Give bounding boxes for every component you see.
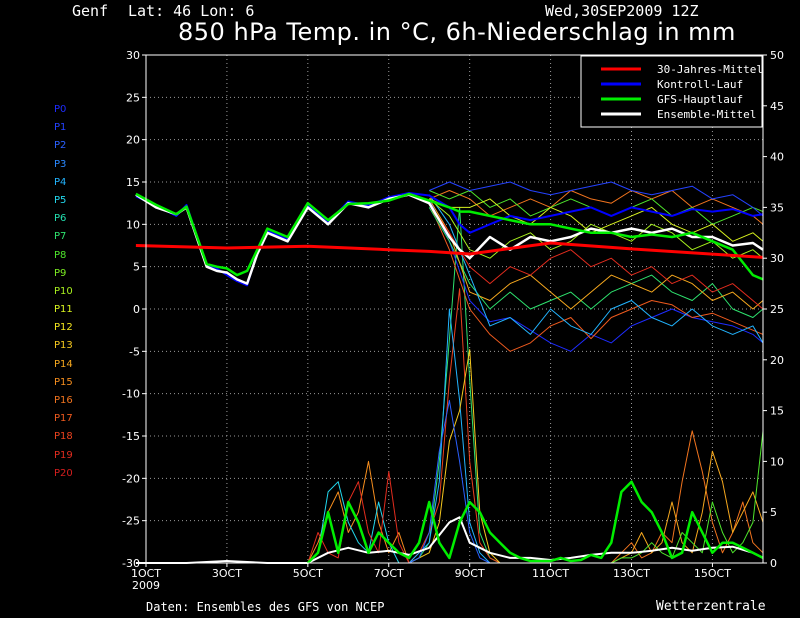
member-label-p2: P2 (54, 140, 67, 152)
precip-series-p-early-2 (307, 481, 409, 564)
temp-series-p-cold-4 (428, 198, 764, 310)
y-right-tick-label: 45 (770, 100, 784, 113)
legend-label: Kontroll-Lauf (657, 78, 743, 91)
y-right-tick-label: 15 (770, 405, 784, 418)
x-tick-label: 13OCT (613, 567, 650, 580)
precip-series-ensemble-mittel (135, 516, 764, 564)
member-label-p14: P14 (54, 358, 73, 370)
coords-label: Lat: 46 Lon: 6 (128, 2, 255, 20)
brand-label: Wetterzentrale (656, 599, 766, 614)
temp-series-p-warm-1 (429, 190, 764, 225)
temp-series-30-jahres-mittel (135, 241, 764, 259)
member-label-p10: P10 (54, 285, 73, 297)
y-right-tick-label: 10 (770, 455, 784, 468)
temp-series-p-cold-3 (428, 207, 764, 318)
member-label-p15: P15 (54, 376, 73, 388)
member-label-p3: P3 (54, 158, 67, 170)
y-left-tick-label: 30 (126, 49, 140, 62)
temp-series-p-cold-5 (428, 194, 764, 344)
temp-series-kontroll-lauf (135, 192, 764, 287)
y-left-tick-label: -25 (122, 515, 140, 528)
member-label-p1: P1 (54, 122, 67, 134)
y-right-tick-label: 30 (770, 252, 784, 265)
member-label-p20: P20 (54, 467, 73, 479)
x-tick-label: 15OCT (694, 567, 731, 580)
y-left-tick-label: -30 (122, 557, 140, 570)
member-label-p13: P13 (54, 340, 73, 352)
precip-series-p-late-3 (611, 430, 764, 564)
temp-series-p-warm-3 (429, 198, 764, 242)
y-right-tick-label: 20 (770, 354, 784, 367)
run-time-label: Wed,30SEP2009 12Z (545, 2, 699, 20)
member-label-p18: P18 (54, 431, 73, 443)
y-left-tick-label: -10 (122, 388, 140, 401)
member-label-p9: P9 (54, 267, 67, 279)
temp-series-p-mid-1 (428, 202, 764, 310)
precip-series-p-late-1 (610, 430, 764, 564)
temp-series-gfs-hauptlauf (135, 192, 764, 281)
precip-series-p-early-3 (307, 471, 410, 564)
data-source-label: Daten: Ensembles des GFS von NCEP (146, 600, 385, 614)
y-left-tick-label: -20 (122, 472, 140, 485)
y-right-tick-label: 25 (770, 303, 784, 316)
temp-series-p-warm-4 (429, 181, 764, 217)
member-label-p6: P6 (54, 213, 67, 225)
y-right-tick-label: 35 (770, 201, 784, 214)
member-label-p5: P5 (54, 194, 67, 206)
y-left-tick-label: 10 (126, 218, 140, 231)
y-right-tick-label: 40 (770, 151, 784, 164)
temp-series-ensemble-mittel (135, 193, 764, 285)
precip-series-p-spike-1 (408, 206, 511, 564)
y-right-tick-label: 50 (770, 49, 784, 62)
member-label-p19: P19 (54, 449, 73, 461)
member-label-p0: P0 (54, 104, 67, 115)
y-left-tick-label: 0 (133, 303, 140, 316)
legend-label: GFS-Hauptlauf (657, 93, 743, 106)
ensemble-member-list: P0 P1 P2 P3 P4 P5 P6 P7 P8 P9 P10 P11 P12 P13 P14 P15 P1… (54, 101, 73, 483)
y-left-tick-label: -15 (122, 430, 140, 443)
y-left-tick-label: 25 (126, 91, 140, 104)
precip-series-p-late-2 (611, 450, 764, 564)
member-label-p8: P8 (54, 249, 67, 261)
location-label: Genf (72, 2, 109, 20)
y-left-tick-label: -5 (129, 345, 140, 358)
x-tick-label: 9OCT (455, 567, 485, 580)
legend-label: Ensemble-Mittel (657, 108, 756, 121)
member-label-p11: P11 (54, 304, 73, 316)
x-tick-label: 5OCT (293, 567, 323, 580)
member-label-p12: P12 (54, 322, 73, 334)
member-label-p4: P4 (54, 176, 67, 188)
x-tick-sublabel: 2009 (132, 579, 160, 592)
y-right-tick-label: 0 (770, 557, 777, 570)
member-label-p16: P16 (54, 395, 73, 406)
x-tick-label: 1OCT (131, 567, 161, 580)
x-tick-label: 11OCT (532, 567, 569, 580)
temp-series-p-cold-2 (428, 203, 764, 352)
chart-title: 850 hPa Temp. in °C, 6h-Niederschlag in … (178, 18, 736, 46)
precip-series-p-spike-2 (408, 288, 511, 564)
y-left-tick-label: 15 (126, 176, 140, 189)
member-label-p7: P7 (54, 231, 67, 243)
temp-series-p-mid-2 (428, 198, 764, 259)
y-right-tick-label: 5 (770, 506, 777, 519)
y-left-tick-label: 5 (133, 261, 140, 274)
precip-series-p-spike-4 (408, 349, 511, 564)
x-tick-label: 3OCT (212, 567, 242, 580)
x-tick-label: 7OCT (374, 567, 404, 580)
member-label-p17: P17 (54, 413, 73, 425)
precip-series-gfs-hauptlauf (306, 480, 764, 564)
y-left-tick-label: 20 (126, 134, 140, 147)
legend-label: 30-Jahres-Mittel (657, 63, 763, 76)
